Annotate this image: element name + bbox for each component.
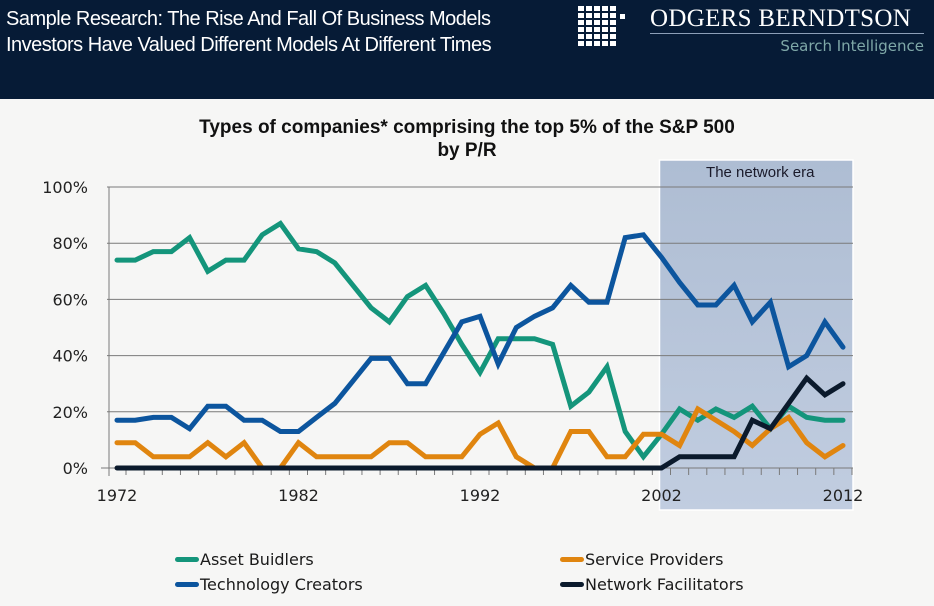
- legend-item-service-providers: Service Providers: [560, 550, 723, 569]
- y-tick-label: 0%: [63, 459, 88, 478]
- x-tick-label: 1992: [460, 486, 501, 505]
- legend-label: Network Facilitators: [585, 575, 744, 594]
- header-title: Sample Research: The Rise And Fall Of Bu…: [6, 8, 491, 30]
- legend-swatch-network-facilitators: [560, 582, 584, 587]
- chart-subtitle: by P/R: [437, 140, 497, 161]
- x-tick-label: 2002: [641, 486, 682, 505]
- chart-title: Types of companies* comprising the top 5…: [199, 117, 735, 138]
- legend-item-network-facilitators: Network Facilitators: [560, 575, 744, 594]
- y-tick-label: 20%: [52, 403, 88, 422]
- y-tick-label: 60%: [52, 290, 88, 309]
- y-tick-label: 40%: [52, 347, 88, 366]
- y-tick-label: 100%: [42, 178, 88, 197]
- legend-label: Service Providers: [585, 550, 724, 569]
- legend-swatch-technology-creators: [175, 582, 199, 587]
- grid-logo-icon: [578, 6, 625, 46]
- x-tick-label: 1972: [97, 486, 138, 505]
- legend-item-asset-builders: Asset Buidlers: [175, 550, 314, 569]
- brand-name: ODGERS BERNDTSON: [650, 5, 912, 32]
- legend-label: Asset Buidlers: [200, 550, 314, 569]
- x-tick-label: 2012: [823, 486, 864, 505]
- brand-tagline: Search Intelligence: [780, 37, 924, 55]
- brand-divider: [650, 33, 924, 34]
- report-header: Sample Research: The Rise And Fall Of Bu…: [0, 0, 934, 99]
- network-era-box: [658, 159, 854, 511]
- y-tick-label: 80%: [52, 234, 88, 253]
- legend-item-technology-creators: Technology Creators: [175, 575, 363, 594]
- x-tick-label: 1982: [278, 486, 319, 505]
- legend-swatch-service-providers: [560, 557, 584, 562]
- legend-label: Technology Creators: [200, 575, 363, 594]
- header-subtitle: Investors Have Valued Different Models A…: [6, 34, 492, 56]
- legend-swatch-asset-builders: [175, 557, 199, 562]
- network-era-label: The network era: [706, 164, 815, 181]
